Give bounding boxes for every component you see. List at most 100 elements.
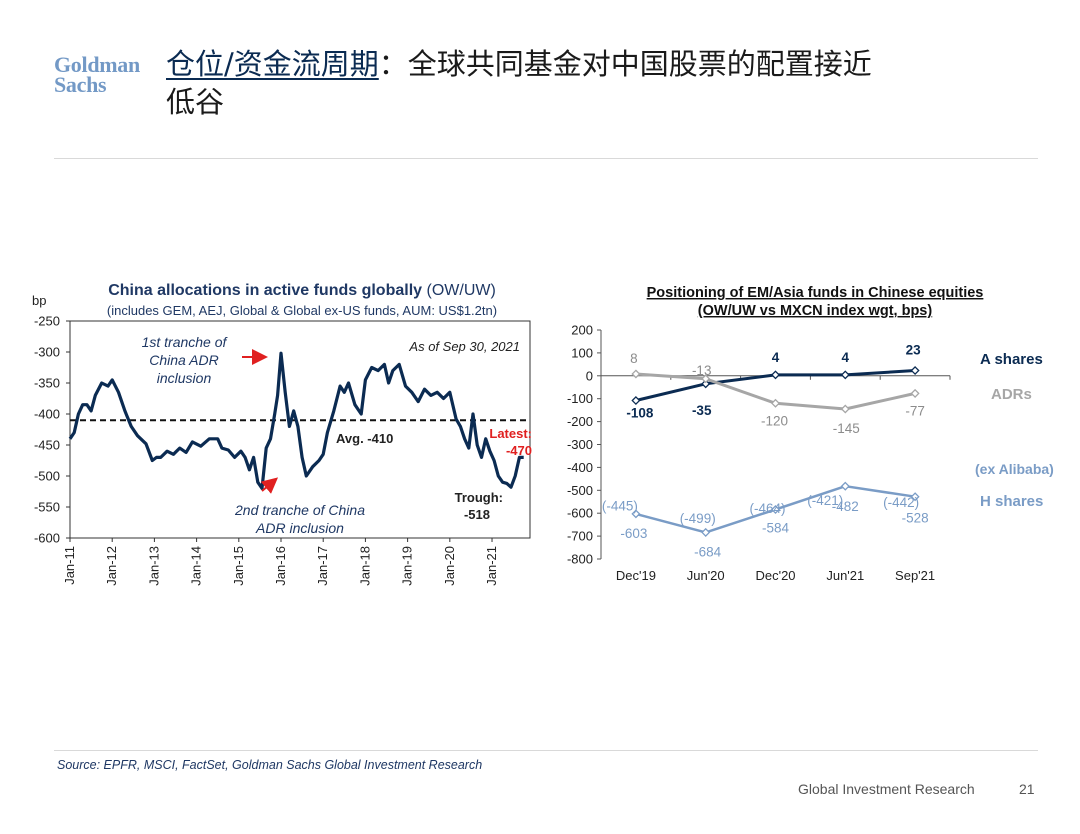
- chart1-xtick-label: Jan-18: [357, 546, 372, 586]
- china-allocation-chart: China allocations in active funds global…: [32, 282, 532, 586]
- chart1-ytick-label: -300: [34, 345, 60, 360]
- legend-h-shares: H shares: [980, 493, 1043, 510]
- chart2-ytick-label: -200: [567, 414, 593, 429]
- chart2-category-label: Sep'21: [895, 568, 935, 583]
- chart2-ytick-label: -700: [567, 529, 593, 544]
- chart2-data-label-ex-alibaba: (-499): [680, 511, 716, 526]
- chart2-data-label-adrs: -145: [833, 421, 860, 436]
- chart2-data-label-adrs: -77: [905, 403, 925, 418]
- chart2-data-label-adrs: 8: [630, 351, 638, 366]
- chart2-marker-a-shares: [910, 366, 920, 376]
- chart1-xtick-label: Jan-14: [189, 546, 204, 586]
- source-note: Source: EPFR, MSCI, FactSet, Goldman Sac…: [57, 758, 483, 772]
- chart1-avg-label: Avg. -410: [336, 431, 393, 446]
- chart1-title: China allocations in active funds global…: [108, 282, 496, 299]
- legend-a-shares: A shares: [980, 351, 1043, 368]
- chart2-marker-a-shares: [770, 370, 781, 380]
- chart1-xtick-label: Jan-20: [442, 546, 457, 586]
- chart1-xtick-label: Jan-13: [146, 546, 161, 586]
- chart1-trough-label: Trough: -518: [455, 490, 503, 522]
- chart1-xtick-label: Jan-11: [62, 546, 77, 585]
- chart1-xtick-label: Jan-17: [315, 546, 330, 586]
- chart1-xtick-label: Jan-21: [484, 546, 499, 586]
- chart2-ytick-label: -400: [567, 460, 593, 475]
- chart1-ytick-label: -250: [34, 314, 60, 329]
- chart2-marker-adrs: [840, 404, 850, 414]
- chart2-marker-h-shares: [701, 527, 711, 537]
- chart1-ytick-label: -400: [34, 407, 60, 422]
- chart1-xtick-label: Jan-19: [400, 546, 415, 586]
- chart2-title-line2: (OW/UW vs MXCN index wgt, bps): [698, 303, 933, 319]
- chart2-data-label-adrs: -13: [692, 363, 712, 378]
- chart2-data-label-a-shares: 4: [842, 350, 850, 365]
- logo-line2: Sachs: [54, 72, 107, 97]
- chart2-data-label-ex-alibaba: (-445): [602, 499, 638, 514]
- chart2-data-label-h-shares: -528: [902, 511, 929, 526]
- title-line2: 低谷: [166, 85, 225, 119]
- chart2-data-label-h-shares: -584: [762, 521, 790, 536]
- goldman-sachs-logo: Goldman Sachs: [54, 52, 154, 97]
- chart1-ytick-label: -350: [34, 376, 60, 391]
- chart2-data-label-ex-alibaba: (-464): [749, 501, 785, 516]
- chart2-data-label-ex-alibaba: (-421): [807, 493, 843, 508]
- page-title: 仓位/资金流周期：全球共同基金对中国股票的配置接近 低谷: [166, 45, 1006, 121]
- chart2-marker-h-shares: [770, 505, 781, 515]
- chart2-ytick-label: -100: [567, 391, 593, 406]
- chart2-marker-adrs: [910, 388, 920, 398]
- header-divider: [54, 158, 1038, 159]
- legend-adrs: ADRs: [991, 386, 1032, 403]
- legend-ex-alibaba: (ex Alibaba): [975, 461, 1054, 477]
- chart2-ytick-label: -600: [567, 506, 593, 521]
- chart2-marker-a-shares: [701, 379, 711, 389]
- chart2-marker-a-shares: [631, 396, 641, 406]
- chart2-category-label: Jun'21: [826, 568, 864, 583]
- chart2-data-label-adrs: -120: [761, 413, 788, 428]
- chart2-marker-adrs: [770, 398, 781, 408]
- chart2-title-line1: Positioning of EM/Asia funds in Chinese …: [647, 285, 984, 301]
- chart2-ytick-label: -300: [567, 437, 593, 452]
- chart1-date-label: As of Sep 30, 2021: [408, 339, 520, 354]
- em-asia-positioning-chart: Positioning of EM/Asia funds in Chinese …: [567, 285, 1054, 583]
- chart2-data-label-a-shares: 4: [772, 350, 780, 365]
- chart1-allocation-line: [68, 351, 524, 490]
- chart2-ytick-label: 200: [571, 323, 593, 338]
- footer-brand: Global Investment Research: [798, 781, 975, 797]
- chart2-ytick-label: -800: [567, 552, 593, 567]
- chart2-category-label: Dec'19: [616, 568, 656, 583]
- chart1-ytick-label: -500: [34, 469, 60, 484]
- chart2-ytick-label: 100: [571, 345, 593, 360]
- chart2-data-label-a-shares: 23: [906, 343, 922, 358]
- chart2-data-label-h-shares: -482: [832, 499, 859, 514]
- chart1-xtick-label: Jan-16: [273, 546, 288, 586]
- page-number: 21: [1019, 781, 1035, 797]
- chart2-data-label-a-shares: -35: [692, 403, 712, 418]
- chart1-annotation-2nd-tranche: 2nd tranche of China ADR inclusion: [234, 502, 365, 536]
- chart2-ytick-label: -500: [567, 483, 593, 498]
- chart2-marker-adrs: [631, 369, 641, 379]
- chart1-xtick-label: Jan-15: [231, 546, 246, 586]
- chart2-data-label-h-shares: -603: [620, 526, 647, 541]
- chart2-data-label-a-shares: -108: [626, 406, 654, 421]
- chart2-marker-h-shares: [840, 481, 850, 491]
- chart1-plot-frame: [69, 320, 531, 539]
- footer-divider: [54, 750, 1038, 751]
- chart2-category-label: Dec'20: [755, 568, 795, 583]
- chart1-ytick-label: -450: [34, 438, 60, 453]
- chart1-ytick-label: -600: [34, 531, 60, 546]
- chart1-ytick-label: -550: [34, 500, 60, 515]
- chart2-marker-h-shares: [910, 492, 920, 502]
- logo-line1: Goldman: [54, 52, 140, 77]
- chart1-xtick-label: Jan-12: [104, 546, 119, 586]
- chart2-ytick-label: 0: [586, 368, 593, 383]
- chart2-data-label-ex-alibaba: (-442): [883, 495, 919, 510]
- chart2-marker-adrs: [701, 374, 711, 384]
- chart2-marker-a-shares: [840, 370, 850, 380]
- title-highlight: 仓位/资金流周期: [166, 47, 379, 81]
- chart2-marker-h-shares: [631, 509, 641, 519]
- title-rest: ：全球共同基金对中国股票的配置接近: [378, 47, 872, 81]
- chart1-subtitle: (includes GEM, AEJ, Global & Global ex-U…: [107, 303, 497, 318]
- chart1-annotation-1st-tranche: 1st tranche of China ADR inclusion: [142, 334, 229, 386]
- chart1-latest-label: Latest: -470: [489, 426, 532, 458]
- arrow-2nd-tranche: [260, 477, 279, 494]
- chart2-data-label-h-shares: -684: [694, 544, 722, 559]
